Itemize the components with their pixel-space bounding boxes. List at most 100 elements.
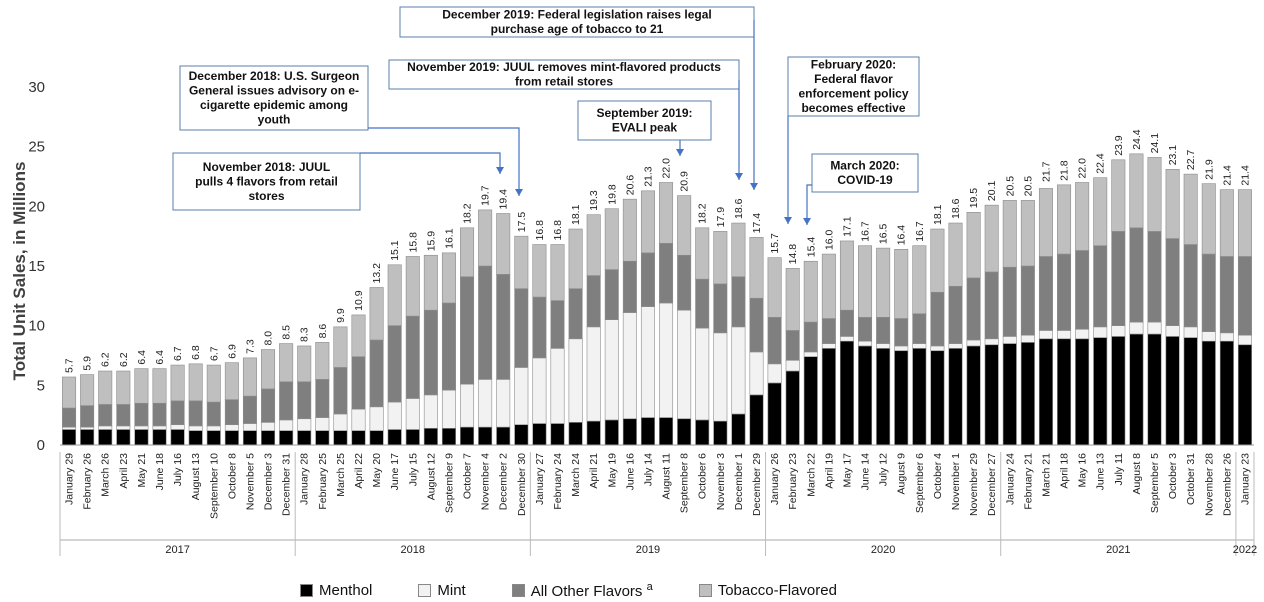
bar-segment-all-other-flavors <box>478 265 493 380</box>
annotation-arrowhead <box>735 173 743 180</box>
year-label: 2019 <box>636 544 660 556</box>
bar-segment-menthol <box>767 382 782 446</box>
bar-segment-mint <box>1219 332 1234 342</box>
bar-segment-menthol <box>1002 343 1017 446</box>
bar-segment-mint <box>604 319 619 421</box>
bar-segment-menthol <box>152 429 167 446</box>
bar-segment-all-other-flavors <box>261 388 276 423</box>
bar-segment-menthol <box>550 423 565 446</box>
bar-segment-tobacco-flavored <box>387 264 402 326</box>
bar-segment-menthol <box>134 429 149 446</box>
bar-segment-menthol <box>1219 340 1234 446</box>
bar-segment-all-other-flavors <box>731 276 746 328</box>
y-axis-title: Total Unit Sales, in Millions <box>10 162 29 381</box>
bar-segment-all-other-flavors <box>930 291 945 347</box>
bar-segment-all-other-flavors <box>767 317 782 365</box>
bar-segment-tobacco-flavored <box>1219 189 1234 257</box>
bar-segment-all-other-flavors <box>369 339 384 408</box>
bar-segment-mint <box>912 343 927 349</box>
annotation-text: December 2019: Federal legislation raise… <box>442 8 711 22</box>
x-tick-label: June 16 <box>624 453 636 491</box>
x-tick-label: September 10 <box>208 453 220 519</box>
x-tick-label: October 31 <box>1185 453 1197 505</box>
bar-segment-tobacco-flavored <box>1002 200 1017 268</box>
x-tick-label: July 15 <box>407 453 419 486</box>
bar-segment-menthol <box>80 429 95 446</box>
bar-total-label: 19.7 <box>480 185 492 206</box>
bar-total-label: 15.4 <box>805 237 817 258</box>
bar-segment-tobacco-flavored <box>1129 153 1144 229</box>
bar-total-label: 21.9 <box>1203 159 1215 180</box>
annotation-text: September 2019: <box>596 106 692 120</box>
x-tick-label: June 17 <box>389 453 401 491</box>
bar-total-label: 6.2 <box>100 352 112 367</box>
annotation-text: from retail stores <box>515 75 613 89</box>
annotation-arrowhead <box>496 167 504 174</box>
bar-segment-all-other-flavors <box>1002 266 1017 337</box>
bar-segment-all-other-flavors <box>966 277 981 341</box>
bar-segment-mint <box>1038 330 1053 340</box>
annotation-connector <box>360 152 501 174</box>
bar-segment-menthol <box>876 348 891 446</box>
x-tick-label: May 17 <box>842 453 854 488</box>
year-label: 2018 <box>401 544 425 556</box>
bar-segment-mint <box>749 351 764 396</box>
bar-segment-all-other-flavors <box>423 309 438 396</box>
bar-total-label: 8.5 <box>281 325 293 340</box>
legend-swatch-menthol <box>300 583 313 597</box>
bar-segment-mint <box>514 367 529 426</box>
x-tick-label: September 5 <box>1149 453 1161 513</box>
bar-segment-menthol <box>441 427 456 446</box>
bar-segment-mint <box>659 302 674 418</box>
x-tick-label: December 1 <box>733 453 745 510</box>
bar-segment-mint <box>821 343 836 349</box>
bar-segment-all-other-flavors <box>1165 238 1180 326</box>
x-tick-label: June 14 <box>860 453 872 491</box>
bar-segment-mint <box>496 379 511 428</box>
bar-segment-mint <box>152 425 167 430</box>
bar-segment-mint <box>984 338 999 346</box>
bar-segment-tobacco-flavored <box>821 253 836 319</box>
bar-segment-all-other-flavors <box>1075 250 1090 330</box>
bar-segment-tobacco-flavored <box>659 182 674 244</box>
bar-segment-tobacco-flavored <box>677 195 692 256</box>
bar-segment-menthol <box>514 424 529 446</box>
bar-total-label: 22.7 <box>1185 150 1197 171</box>
bar-segment-all-other-flavors <box>460 276 475 385</box>
bar-segment-menthol <box>98 429 113 446</box>
bar-segment-mint <box>858 340 873 347</box>
bar-total-label: 22.4 <box>1095 153 1107 174</box>
legend-item-tobacco-flavored: Tobacco-Flavored <box>698 582 837 599</box>
bar-segment-mint <box>767 363 782 384</box>
bar-segment-all-other-flavors <box>134 402 149 427</box>
x-tick-label: February 21 <box>1022 453 1034 510</box>
x-tick-label: October 3 <box>1167 453 1179 499</box>
bar-segment-menthol <box>387 429 402 446</box>
bar-segment-all-other-flavors <box>532 296 547 359</box>
bar-segment-tobacco-flavored <box>876 247 891 318</box>
x-tick-label: September 9 <box>444 453 456 513</box>
x-tick-label: February 23 <box>787 453 799 510</box>
x-tick-label: January 27 <box>534 453 546 505</box>
bar-segment-tobacco-flavored <box>1038 188 1053 257</box>
bar-segment-tobacco-flavored <box>1237 189 1252 257</box>
bar-segment-tobacco-flavored <box>369 287 384 341</box>
bar-total-label: 16.7 <box>914 221 926 242</box>
x-tick-label: August 13 <box>190 453 202 500</box>
bar-segment-mint <box>1165 325 1180 337</box>
bar-segment-menthol <box>1020 342 1035 446</box>
bar-segment-mint <box>188 425 203 431</box>
bar-total-label: 18.2 <box>462 203 474 224</box>
bar-total-label: 20.5 <box>1022 176 1034 197</box>
bar-segment-menthol <box>188 430 203 446</box>
bar-total-label: 18.1 <box>570 204 582 225</box>
bar-segment-all-other-flavors <box>803 321 818 353</box>
bar-segment-tobacco-flavored <box>948 222 963 287</box>
bar-segment-mint <box>279 419 294 431</box>
bar-segment-tobacco-flavored <box>514 235 529 289</box>
bar-segment-all-other-flavors <box>1038 256 1053 331</box>
bar-total-label: 16.8 <box>534 220 546 241</box>
annotation-text: November 2019: JUUL removes mint-flavore… <box>407 60 721 74</box>
bar-segment-tobacco-flavored <box>62 376 77 409</box>
bar-segment-all-other-flavors <box>876 317 891 344</box>
